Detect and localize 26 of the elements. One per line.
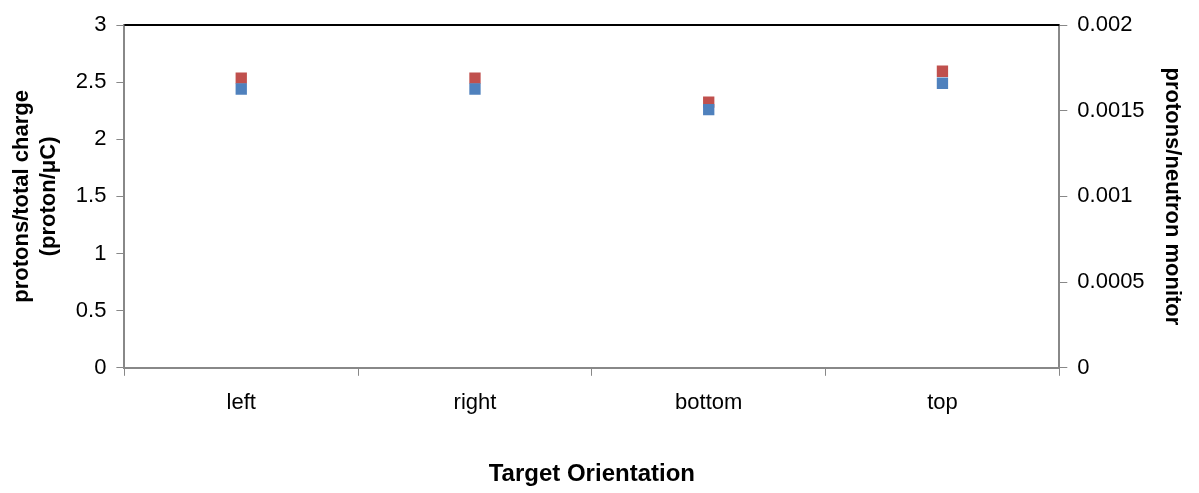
y2-tick-label: 0.0015 (1077, 96, 1145, 122)
point (235, 83, 247, 95)
y-tick-label: 1.5 (75, 182, 107, 208)
y-tick-label: 1 (94, 239, 107, 265)
y2-tick-label: 0.002 (1077, 11, 1133, 37)
point (703, 103, 715, 116)
x-tick-label: right (453, 389, 497, 415)
y-axis-title: protons/total charge (proton/μC) (8, 90, 60, 303)
y2-tick-label: 0.001 (1077, 182, 1133, 208)
point (235, 72, 247, 84)
x-tick-label: top (927, 389, 958, 415)
y-tick-label: 2 (94, 125, 107, 151)
y-tick-label: 3 (94, 11, 107, 37)
y2-tick-label: 0 (1077, 353, 1090, 379)
x-tick-label: bottom (675, 389, 743, 415)
point (469, 83, 481, 95)
y-tick-label: 2.5 (75, 68, 107, 94)
x-axis-title: Target Orientation (488, 459, 695, 487)
point (936, 65, 949, 77)
y2-tick-label: 0.0005 (1077, 268, 1145, 294)
x-tick-label: left (226, 389, 256, 415)
y-tick-label: 0 (94, 353, 107, 379)
y-tick-label: 0.5 (75, 296, 107, 322)
point (469, 72, 481, 84)
y2-axis-title: protons/neutron monitor (1160, 67, 1186, 326)
point (936, 77, 949, 89)
